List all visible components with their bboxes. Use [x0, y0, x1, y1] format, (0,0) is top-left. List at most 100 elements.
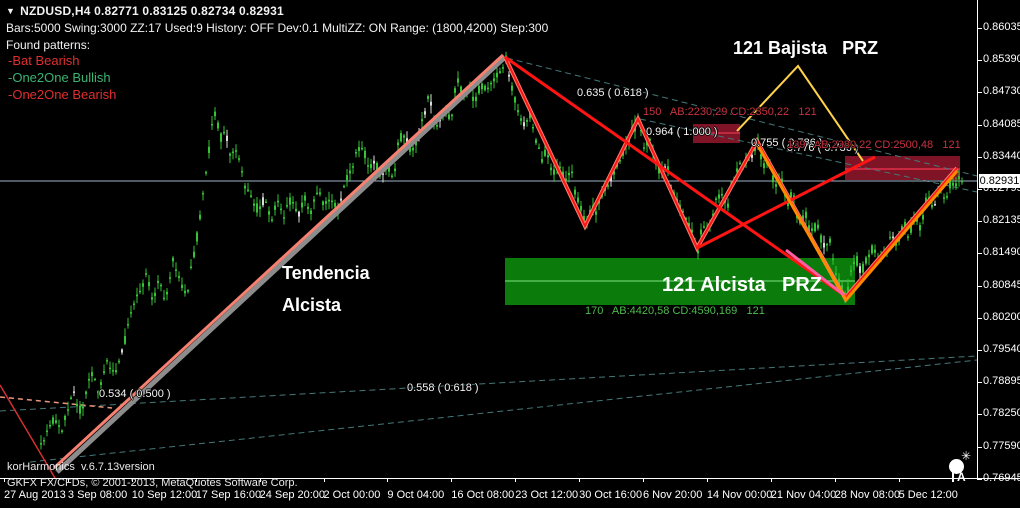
prz-box-bearish-2: [845, 156, 960, 180]
time-axis-label: 23 Oct 12:00: [515, 489, 579, 501]
time-axis-tick: [4, 478, 5, 482]
logo-stem: [952, 472, 954, 482]
price-axis-tick: [977, 124, 982, 126]
time-axis-label: 30 Oct 16:00: [579, 489, 643, 501]
price-axis-tick: [977, 221, 982, 223]
time-axis-tick: [451, 478, 453, 482]
time-axis-tick: [643, 478, 644, 482]
price-axis-label: 0.77590: [983, 439, 1020, 452]
price-axis-tick: [977, 478, 982, 480]
fib-ratio-label: 0.534 ( 0.500 ): [99, 388, 171, 400]
time-axis-label: 17 Sep 16:00: [195, 489, 262, 501]
price-axis-tick: [977, 285, 982, 287]
found-pattern-item: -One2One Bearish: [8, 87, 117, 102]
pattern-text-label: 121 Bajista PRZ: [733, 38, 879, 58]
orange-v: [755, 143, 959, 303]
indicator-params-line: Bars:5000 Swing:3000 ZZ:17 Used:9 Histor…: [6, 21, 549, 35]
price-axis-label: 0.84730: [983, 85, 1020, 98]
chart-canvas[interactable]: [0, 0, 978, 479]
time-axis-tick: [131, 478, 133, 482]
pattern-text-label: PRZ: [782, 274, 822, 296]
sparkle-icon: ✳: [961, 449, 972, 463]
fib-ratio-label: 0.558 ( 0.618 ): [407, 382, 479, 394]
price-axis-label: 0.78895: [983, 375, 1020, 388]
time-axis-label: 2 Oct 00:00: [323, 489, 381, 501]
time-axis-label: 3 Sep 08:00: [67, 489, 128, 501]
price-axis-tick: [977, 253, 982, 255]
logo-circle: [949, 459, 964, 474]
time-axis-label: 27 Aug 2013: [4, 489, 66, 501]
fib-ratio-label: 0.776 ( 0.786 ): [787, 142, 859, 154]
time-axis-label: 9 Oct 04:00: [387, 489, 445, 501]
yellow-v: [736, 64, 864, 162]
pink-segment: [785, 248, 845, 297]
price-axis-label: 0.76945: [983, 471, 1020, 484]
teal-dash-top-1: [506, 57, 978, 177]
price-axis-label: 0.80200: [983, 310, 1020, 323]
price-axis-tick: [977, 92, 982, 94]
time-axis-label: 28 Nov 08:00: [834, 489, 901, 501]
price-axis-tick: [977, 28, 982, 29]
pattern-text-label: Alcista: [282, 295, 342, 315]
time-axis-tick: [706, 478, 708, 482]
chevron-down-icon[interactable]: ▼: [6, 6, 16, 16]
price-axis-tick: [977, 156, 982, 158]
time-axis-tick: [834, 478, 836, 482]
found-pattern-item: -One2One Bullish: [8, 70, 111, 85]
price-axis-label: 0.79540: [983, 343, 1020, 355]
time-axis-label: 24 Sep 20:00: [259, 489, 326, 501]
trend-line-salmon: [52, 53, 505, 470]
symbol-ohlc-line: ▼ NZDUSD,H4 0.82771 0.83125 0.82734 0.829…: [6, 4, 548, 18]
red-thin-left: [0, 384, 56, 479]
time-axis-tick: [67, 478, 69, 482]
pattern-measure-label: 139 AB:2380,22 CD:2500,48 121: [787, 139, 961, 151]
teal-dash-low-2: [29, 359, 978, 463]
time-axis-label: 16 Oct 08:00: [451, 489, 515, 501]
teal-dash-top-2: [639, 118, 978, 193]
found-patterns-header: Found patterns:: [6, 38, 91, 52]
pattern-text-label: 121 Alcista: [662, 274, 766, 296]
time-axis-label: 10 Sep 12:00: [131, 489, 198, 501]
price-axis-tick: [977, 60, 982, 62]
price-axis-tick: [977, 414, 982, 416]
pattern-measure-label: 150 AB:2230,29 CD:2350,22 121: [643, 106, 817, 118]
time-axis-label: 14 Nov 00:00: [706, 489, 773, 501]
price-axis-tick: [977, 350, 982, 351]
candles: [40, 51, 963, 450]
symbol-ohlc-text: NZDUSD,H4 0.82771 0.83125 0.82734 0.8293…: [20, 4, 284, 18]
chart-plot-svg: [0, 51, 978, 479]
found-patterns-list: -Bat Bearish -One2One Bullish -One2One Bea…: [6, 52, 548, 103]
found-pattern-item: -Bat Bearish: [8, 53, 80, 68]
time-axis-label: 5 Dec 12:00: [898, 489, 958, 501]
broker-copyright: GKFX FX/CFDs, © 2001-2013, MetaQuotes So…: [7, 477, 298, 489]
fib-ratio-label: 0.635 ( 0.618 ): [577, 87, 649, 99]
time-axis-tick: [515, 478, 517, 482]
logo-letter: A: [957, 470, 966, 484]
price-axis-tick: [977, 382, 982, 384]
pattern-measure-label: 170 AB:4420,58 CD:4590,169 121: [585, 305, 765, 317]
time-axis-line: [0, 478, 1020, 479]
price-axis-tick: [977, 446, 982, 448]
fib-ratio-label: 0.964 ( 1.000 ): [646, 126, 718, 138]
price-axis-label: 0.83440: [983, 149, 1020, 162]
trend-line-gray: [55, 55, 507, 474]
time-axis-label: 6 Nov 20:00: [643, 489, 703, 501]
indicator-watermark: korHarmonics v.6.7.13version: [7, 461, 155, 473]
price-axis-label: 0.86035: [983, 21, 1020, 33]
salmon-dash: [0, 396, 113, 409]
price-axis-label: 0.81490: [983, 246, 1020, 259]
price-axis-label: 0.82135: [983, 214, 1020, 227]
time-axis-tick: [195, 478, 197, 482]
pattern-text-label: Tendencia: [282, 263, 370, 283]
time-axis-label: 21 Nov 04:00: [770, 489, 837, 501]
time-axis-tick: [323, 478, 325, 482]
price-axis-tick: [977, 189, 982, 190]
red-long-diagonal: [504, 55, 846, 298]
time-axis-tick: [770, 478, 772, 482]
price-axis-label: 0.80845: [983, 278, 1020, 291]
time-axis-tick: [579, 478, 581, 482]
korharmonics-logo-icon: ✳ A: [944, 449, 978, 484]
time-axis-tick: [387, 478, 389, 482]
price-axis-label: 0.78250: [983, 407, 1020, 420]
